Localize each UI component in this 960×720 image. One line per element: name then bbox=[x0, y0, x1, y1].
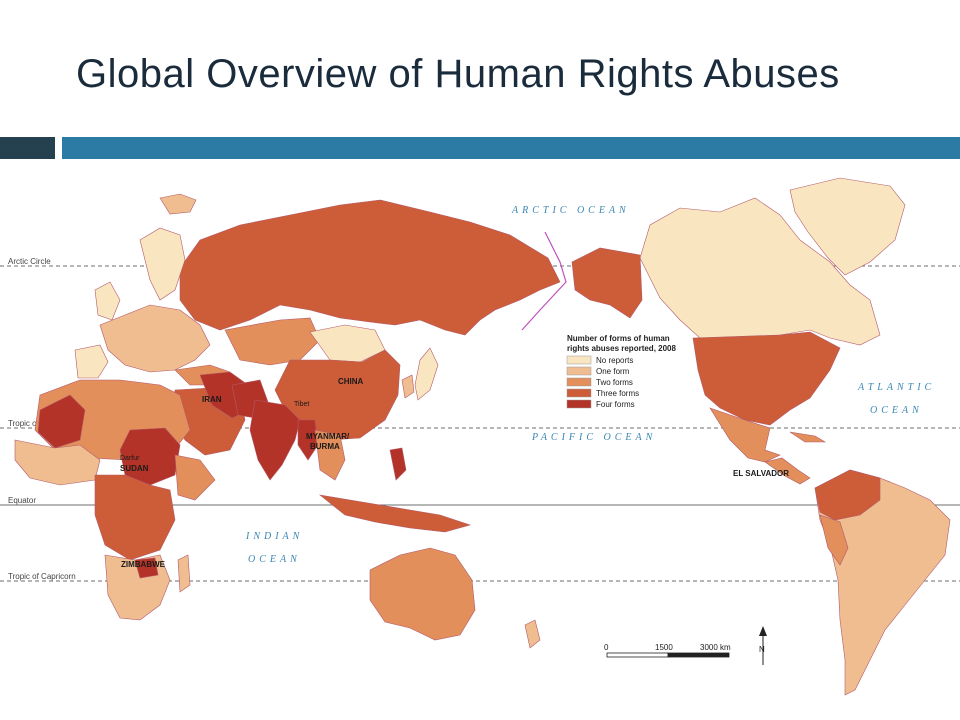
scale-bar: 0 1500 3000 km bbox=[604, 643, 731, 658]
mexico bbox=[709, 407, 781, 463]
iceland bbox=[159, 193, 197, 215]
sudan bbox=[119, 427, 181, 486]
myanmar-label-1: MYANMAR/ bbox=[306, 432, 350, 441]
madagascar bbox=[177, 554, 191, 593]
el-salvador-label: EL SALVADOR bbox=[733, 469, 789, 478]
arctic-ocean-label: ARCTIC OCEAN bbox=[511, 205, 630, 216]
legend-item-four-forms: Four forms bbox=[596, 400, 635, 409]
legend-item-no-reports: No reports bbox=[596, 356, 633, 365]
legend-swatch-no-reports bbox=[566, 355, 592, 365]
tibet-label: Tibet bbox=[294, 401, 309, 408]
legend-item-one-form: One form bbox=[596, 367, 630, 376]
equator-label: Equator bbox=[8, 496, 36, 505]
legend-swatch-three-forms bbox=[566, 388, 592, 398]
alaska bbox=[571, 247, 643, 319]
western-europe bbox=[99, 304, 211, 373]
scale-segment-2 bbox=[667, 652, 730, 658]
east-africa bbox=[174, 454, 216, 501]
philippines bbox=[389, 447, 407, 481]
legend-title-line1: Number of forms of human bbox=[567, 334, 670, 343]
sudan-label: SUDAN bbox=[120, 464, 149, 473]
tropic-of-capricorn-label: Tropic of Capricorn bbox=[8, 572, 76, 581]
australia bbox=[369, 547, 476, 641]
landmasses bbox=[14, 177, 951, 696]
legend-swatch-one-form bbox=[566, 366, 592, 376]
south-america bbox=[814, 469, 951, 696]
zimbabwe bbox=[134, 557, 159, 579]
scale-label-0: 0 bbox=[604, 643, 609, 652]
north-arrow-label: N bbox=[759, 645, 765, 654]
title-bar-dark bbox=[0, 137, 55, 159]
japan bbox=[414, 347, 439, 401]
russia bbox=[179, 199, 561, 336]
colombia-venezuela bbox=[814, 469, 881, 521]
legend-swatch-two-forms bbox=[566, 377, 592, 387]
myanmar-label-2: BURMA bbox=[310, 442, 340, 451]
peru bbox=[819, 514, 849, 566]
greenland bbox=[789, 177, 906, 276]
north-arrow: N bbox=[759, 626, 767, 665]
indonesia bbox=[318, 494, 472, 533]
atlantic-ocean-label-1: ATLANTIC bbox=[857, 382, 935, 393]
cuba bbox=[789, 431, 827, 443]
scandinavia bbox=[139, 227, 186, 301]
atlantic-ocean-label-2: OCEAN bbox=[870, 405, 923, 416]
new-zealand bbox=[524, 619, 541, 649]
indian-ocean-label-2: OCEAN bbox=[248, 554, 301, 565]
title-bar-blue bbox=[62, 137, 960, 159]
legend: Number of forms of human rights abuses r… bbox=[566, 334, 676, 409]
world-map: Arctic Circle Tropic of Cancer Equator T… bbox=[0, 177, 960, 696]
myanmar bbox=[297, 419, 319, 461]
iran-label: IRAN bbox=[202, 395, 222, 404]
usa bbox=[692, 331, 841, 426]
legend-item-three-forms: Three forms bbox=[596, 389, 639, 398]
indian-ocean-label-1: INDIAN bbox=[245, 531, 303, 542]
darfur-label: Darfur bbox=[120, 455, 140, 462]
slide-title: Global Overview of Human Rights Abuses bbox=[76, 52, 840, 96]
scale-segment-1 bbox=[606, 652, 669, 658]
korea bbox=[401, 374, 415, 399]
legend-title-line2: rights abuses reported, 2008 bbox=[567, 344, 676, 353]
southeast-asia bbox=[314, 429, 346, 481]
scale-label-3000: 3000 km bbox=[700, 643, 731, 652]
west-africa-four bbox=[37, 394, 86, 449]
india bbox=[249, 399, 301, 481]
china-label: CHINA bbox=[338, 377, 364, 386]
pacific-ocean-label: PACIFIC OCEAN bbox=[531, 432, 656, 443]
central-asia bbox=[224, 317, 321, 366]
legend-item-two-forms: Two forms bbox=[596, 378, 633, 387]
date-line bbox=[521, 231, 567, 331]
central-america bbox=[764, 457, 811, 485]
legend-swatch-four-forms bbox=[566, 399, 592, 409]
arctic-circle-label: Arctic Circle bbox=[8, 257, 51, 266]
iberia bbox=[74, 344, 109, 379]
uk-ireland bbox=[94, 281, 121, 321]
north-arrow-head bbox=[759, 626, 767, 636]
scale-label-1500: 1500 bbox=[655, 643, 673, 652]
central-africa bbox=[94, 474, 176, 561]
zimbabwe-label: ZIMBABWE bbox=[121, 560, 166, 569]
